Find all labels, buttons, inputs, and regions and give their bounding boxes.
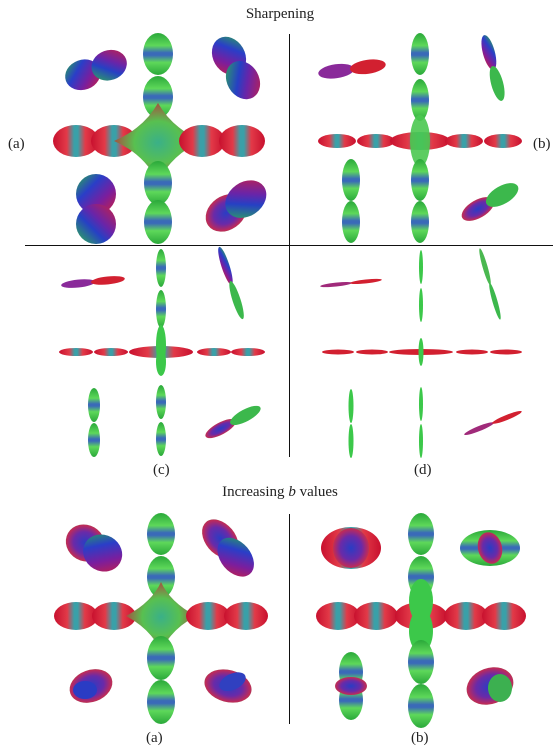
panel-label-c: (c) [153, 462, 170, 478]
vertical-divider-top [289, 34, 290, 457]
panel-b-sharpening-glyphs [318, 33, 522, 243]
title-sharpening: Sharpening [245, 6, 315, 22]
panel-b-increasing-b-glyphs [316, 513, 526, 728]
panel-label-a-bottom: (a) [146, 730, 163, 746]
panel-c-sharpening-glyphs [59, 246, 265, 457]
panel-label-b-top: (b) [533, 136, 551, 152]
title-suffix: values [295, 484, 338, 500]
panel-label-a-top: (a) [8, 136, 25, 152]
panel-label-b-bottom: (b) [411, 730, 429, 746]
vertical-divider-bottom [289, 514, 290, 724]
panel-label-d: (d) [414, 462, 432, 478]
title-variable-b: b [288, 484, 296, 500]
panel-a-increasing-b-glyphs [54, 513, 268, 724]
title-prefix: Increasing [222, 484, 289, 500]
panel-a-sharpening-glyphs [53, 33, 267, 244]
panel-d-sharpening-glyphs [320, 248, 522, 458]
title-increasing-b-values: Increasing b values [0, 485, 560, 500]
